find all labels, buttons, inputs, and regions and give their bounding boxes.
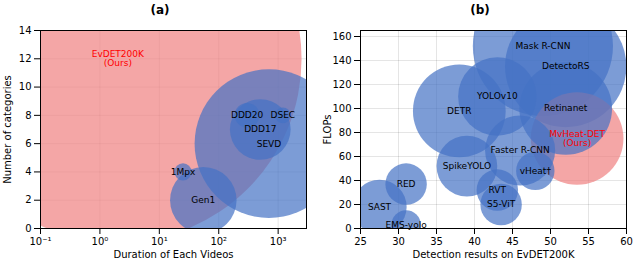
svg-text:10⁻¹: 10⁻¹ — [29, 236, 51, 247]
svg-text:DetectoRS: DetectoRS — [542, 61, 590, 71]
svg-text:8: 8 — [25, 110, 31, 121]
svg-text:6: 6 — [25, 138, 31, 149]
svg-text:35: 35 — [430, 236, 443, 247]
svg-text:160: 160 — [332, 31, 351, 42]
svg-text:0: 0 — [25, 223, 31, 234]
svg-text:2: 2 — [25, 194, 31, 205]
svg-text:4: 4 — [25, 166, 31, 177]
svg-text:RED: RED — [397, 179, 416, 189]
html-text:(a): (a) — [150, 3, 170, 17]
svg-text:MvHeat-DET(Ours): MvHeat-DET(Ours) — [549, 129, 605, 148]
svg-text:RVT: RVT — [489, 185, 507, 195]
svg-text:55: 55 — [582, 236, 595, 247]
svg-text:80: 80 — [339, 127, 352, 138]
svg-text:SAST: SAST — [368, 202, 392, 212]
svg-text:14: 14 — [19, 25, 32, 36]
svg-text:Faster R-CNN: Faster R-CNN — [491, 145, 550, 155]
svg-text:Detection results on EvDET200K: Detection results on EvDET200K — [412, 249, 575, 260]
svg-text:10³: 10³ — [270, 236, 287, 247]
svg-text:YOLOv10: YOLOv10 — [476, 91, 518, 101]
svg-text:Number of categories: Number of categories — [2, 75, 13, 184]
svg-text:SpikeYOLO: SpikeYOLO — [443, 161, 491, 171]
svg-text:60: 60 — [339, 151, 352, 162]
svg-text:Gen1: Gen1 — [191, 195, 215, 205]
svg-text:10²: 10² — [210, 236, 227, 247]
svg-text:10⁰: 10⁰ — [92, 236, 109, 247]
svg-text:10¹: 10¹ — [151, 236, 168, 247]
svg-text:S5-ViT: S5-ViT — [487, 199, 516, 209]
svg-text:120: 120 — [332, 79, 351, 90]
svg-text:140: 140 — [332, 55, 351, 66]
svg-text:60: 60 — [620, 236, 633, 247]
svg-text:DDD17: DDD17 — [244, 124, 276, 134]
svg-text:FLOPs: FLOPs — [322, 115, 333, 145]
svg-text:1Mpx: 1Mpx — [171, 167, 196, 177]
svg-text:EvDET200K(Ours): EvDET200K(Ours) — [92, 49, 145, 68]
svg-text:0: 0 — [345, 223, 351, 234]
svg-text:10: 10 — [19, 81, 32, 92]
svg-text:DETR: DETR — [447, 106, 471, 116]
svg-text:45: 45 — [506, 236, 519, 247]
svg-text:DSEC: DSEC — [271, 110, 296, 120]
svg-text:50: 50 — [544, 236, 557, 247]
svg-text:DDD20: DDD20 — [231, 110, 264, 120]
svg-text:12: 12 — [19, 53, 32, 64]
svg-text:Duration of Each Videos: Duration of Each Videos — [113, 249, 233, 260]
svg-text:100: 100 — [332, 103, 351, 114]
svg-text:Retinanet: Retinanet — [544, 103, 588, 113]
svg-text:20: 20 — [339, 199, 352, 210]
svg-text:25: 25 — [354, 236, 367, 247]
svg-text:SEVD: SEVD — [257, 139, 282, 149]
svg-text:vHeat†: vHeat† — [520, 166, 552, 176]
svg-text:30: 30 — [392, 236, 405, 247]
html-text:(b): (b) — [470, 3, 490, 17]
svg-text:Mask R-CNN: Mask R-CNN — [515, 41, 570, 51]
svg-text:40: 40 — [468, 236, 481, 247]
svg-text:EMS-yolo: EMS-yolo — [386, 220, 428, 230]
svg-text:40: 40 — [339, 175, 352, 186]
